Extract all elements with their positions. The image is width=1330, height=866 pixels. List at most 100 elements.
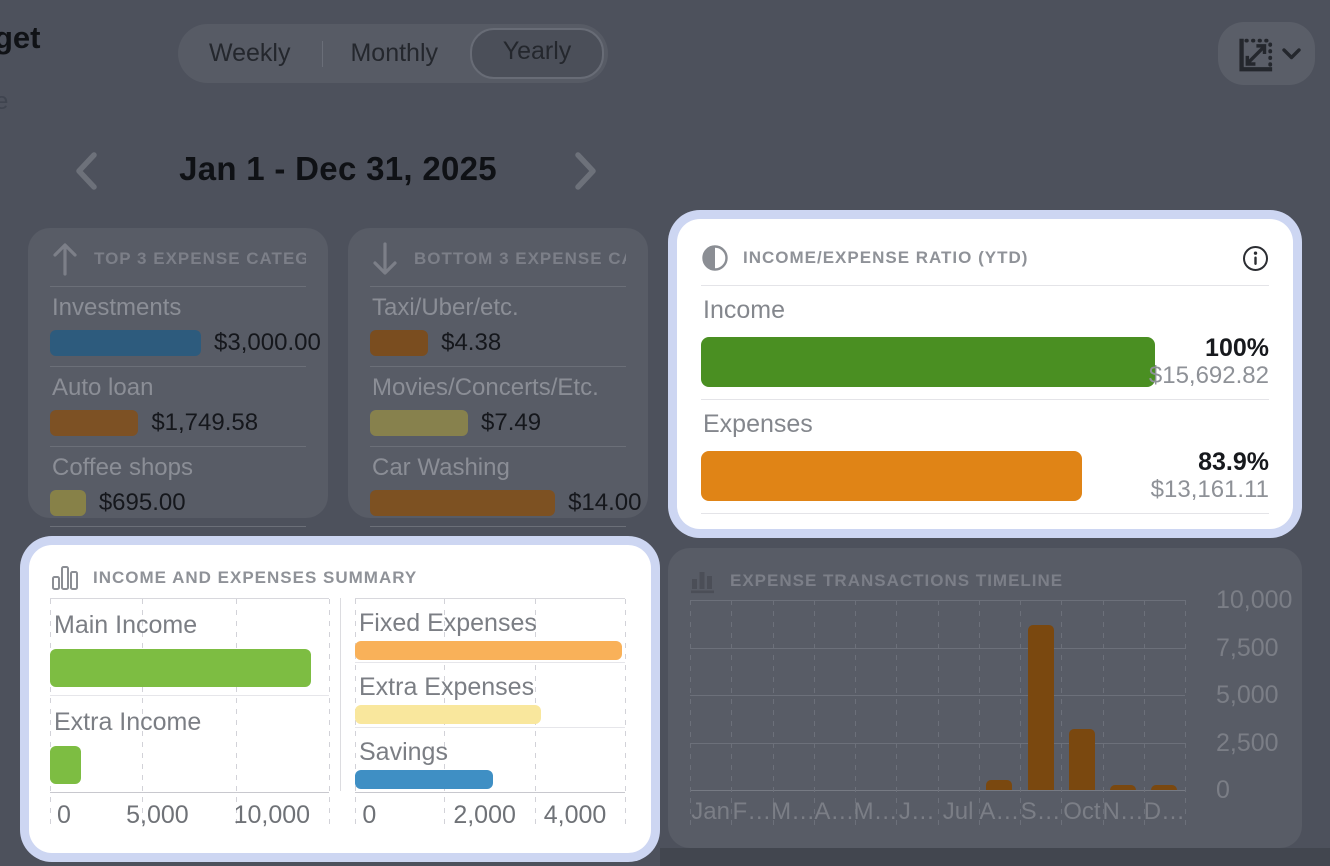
x-axis-tick-label: D… [1143,798,1186,825]
app-title-partial: get [0,20,41,55]
arrow-up-icon [50,241,80,277]
summary-gridline [624,599,626,828]
summary-row: Main Income [50,599,329,696]
x-axis-tick-label: M… [853,798,898,825]
category-bar [370,490,556,516]
bottom-edge-strip [660,848,1330,866]
timeline-x-axis: Jan F… M… A… M… J… Jul A… S… Oct N… D… [690,798,1185,828]
y-axis-tick-label: 0 [1216,776,1230,804]
category-bar-row: $695.00 [50,489,306,517]
expense-timeline-card: EXPENSE TRANSACTIONS TIMELINE 10,000 7,50… [668,548,1302,848]
timeline-chart [690,600,1186,826]
timeline-gridline-v [937,600,939,826]
timeline-gridline-v [978,600,980,826]
summary-row: Extra Expenses [355,663,625,728]
axis-tick-label: 10,000 [233,801,311,829]
period-selector: Weekly Monthly Yearly [178,24,608,83]
y-axis-tick-label: 7,500 [1216,633,1279,662]
bottom-expenses-card: BOTTOM 3 EXPENSE CA… Taxi/Uber/etc. $4.38… [348,228,648,527]
card-title: BOTTOM 3 EXPENSE CA… [414,249,626,268]
x-axis-tick-label: Oct [1063,798,1101,825]
summary-gridline [49,599,51,828]
timeline-bar [1110,785,1137,790]
category-bar [50,490,86,516]
x-axis-tick-label: J… [898,798,935,825]
category-bar-row: $1,749.58 [50,409,306,437]
y-axis-tick-label: 5,000 [1216,681,1279,709]
tab-divider [321,40,323,67]
chevron-right-icon [573,150,599,192]
category-label: Auto loan [52,374,154,401]
ratio-figures: 100% $15,692.82 [1149,334,1269,390]
category-value: $7.49 [481,409,542,436]
ratio-bar-row: 83.9% $13,161.11 [701,448,1269,504]
period-tab-yearly[interactable]: Yearly [470,28,604,79]
x-axis-tick-label: F… [732,798,772,825]
timeline-gridline-v [1020,600,1021,826]
summary-row-label: Extra Income [54,707,202,736]
timeline-bar [986,779,1013,790]
bar-chart-filled-icon [690,568,716,594]
chart-scale-icon [1233,33,1275,75]
ratio-percent: 83.9% [1198,448,1269,476]
timeline-gridline-v [731,600,733,826]
category-bar-row: $4.38 [370,329,626,357]
category-value: $3,000.00 [214,329,321,356]
ratio-figures: 83.9% $13,161.11 [1151,448,1269,504]
summary-row: Extra Income [50,696,329,793]
category-bar-row: $3,000.00 [50,329,321,357]
axis-tick-label: 0 [56,801,71,829]
card-title: TOP 3 EXPENSE CATEG… [94,249,306,268]
next-period-button[interactable] [564,148,608,194]
axis-tick-label: 4,000 [543,801,607,829]
income-expenses-summary-card[interactable]: INCOME AND EXPENSES SUMMARY Main Income E… [20,536,660,862]
chart-scale-button[interactable] [1218,22,1315,85]
category-label: Investments [52,294,182,321]
ratio-amount: $15,692.82 [1148,362,1269,389]
summary-gridline [142,599,144,828]
row-separator [370,446,626,447]
ratio-percent: 100% [1205,334,1269,362]
info-button[interactable] [1242,245,1269,272]
summary-bar [355,641,623,660]
expenses-summary-chart: Fixed Expenses Extra Expenses Savings 0 2,00… [354,598,626,829]
summary-axis-ticks: 0 2,000 4,000 [355,801,625,831]
row-separator [50,446,306,447]
info-icon [1242,245,1269,272]
period-tab-weekly[interactable]: Weekly [208,39,291,67]
summary-bar [355,705,542,725]
y-axis-tick-label: 2,500 [1216,728,1279,757]
x-axis-tick-label: Jul [942,798,974,825]
card-title: EXPENSE TRANSACTIONS TIMELINE [730,571,1064,590]
summary-row: Savings [355,728,625,792]
ratio-bar-row: 100% $15,692.82 [701,334,1269,390]
summary-bar [50,745,81,784]
timeline-gridline-v [813,600,815,826]
axis-tick-label: 2,000 [453,801,516,829]
summary-gridline [328,599,330,828]
timeline-gridline-v [1061,600,1063,826]
axis-tick-label: 5,000 [126,801,189,829]
category-bar-row: $14.00 [370,489,641,517]
row-separator [50,526,306,527]
card-title: INCOME/EXPENSE RATIO (YTD) [743,248,1029,267]
previous-period-button[interactable] [64,148,108,194]
row-separator [370,526,626,527]
ratio-amount: $13,161.11 [1150,476,1269,503]
x-axis-tick-label: N… [1102,798,1144,825]
category-label: Taxi/Uber/etc. [372,294,519,321]
income-expense-ratio-card[interactable]: INCOME/EXPENSE RATIO (YTD) Income 100% $15… [668,210,1302,538]
summary-row: Fixed Expenses [355,599,625,664]
category-bar-row: $7.49 [370,409,626,437]
timeline-gridline-v [855,600,856,826]
category-bar [50,330,202,356]
period-tab-monthly[interactable]: Monthly [350,39,439,67]
row-separator [370,366,626,367]
timeline-bar [1151,785,1178,790]
x-axis-tick-label: A… [979,798,1020,825]
summary-bar [50,649,311,687]
left-text-fragment: e [0,88,9,115]
timeline-bar [1027,624,1054,790]
contrast-half-circle-icon [701,244,729,272]
